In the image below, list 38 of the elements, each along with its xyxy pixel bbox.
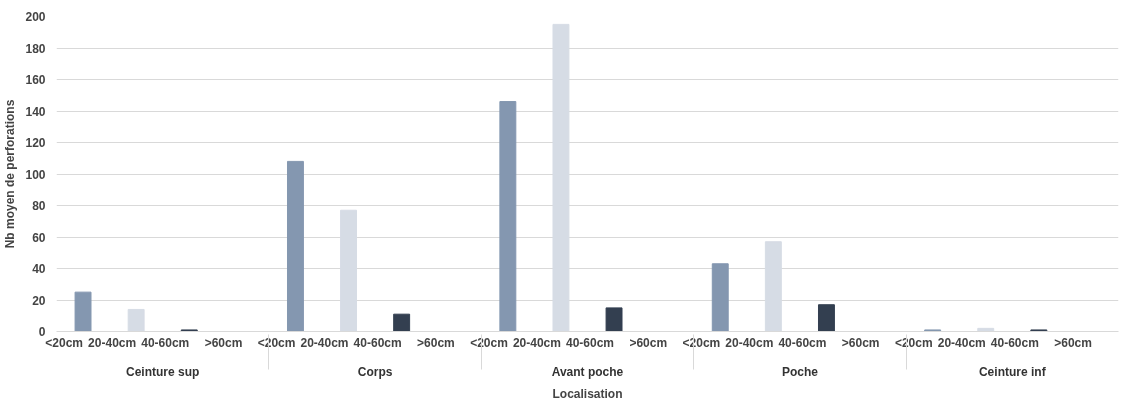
- y-tick-label: 140: [25, 104, 46, 119]
- x-tick-label: Avant poche: [551, 364, 624, 379]
- text: >60cm: [841, 335, 880, 350]
- text: >60cm: [417, 335, 455, 350]
- y-tick-label: 160: [25, 73, 46, 87]
- text: 40-60cm: [353, 335, 402, 350]
- series-label: 20-40cm: [88, 335, 137, 350]
- y-tick-label: 100: [25, 167, 46, 182]
- text: <20cm: [894, 335, 933, 350]
- text: 20-40cm: [512, 335, 561, 350]
- text: >60cm: [1054, 335, 1092, 350]
- text: 40-60cm: [778, 335, 827, 350]
- y-axis-title: Nb moyen de perforations: [3, 99, 18, 249]
- y-tick-label: 20: [32, 293, 46, 308]
- text: 40-60cm: [990, 335, 1039, 350]
- text: <20cm: [470, 335, 508, 350]
- x-tick-label: Poche: [781, 364, 819, 379]
- x-axis-title: Localisation: [552, 386, 623, 401]
- text: <20cm: [257, 335, 296, 350]
- series-label: <20cm: [45, 335, 84, 350]
- y-tick-label: 80: [32, 199, 46, 213]
- y-tick-label: 180: [25, 41, 46, 56]
- series-label: >60cm: [204, 335, 243, 350]
- series-label: 40-60cm: [141, 335, 190, 350]
- text: >60cm: [629, 335, 668, 350]
- y-tick-label: 120: [25, 136, 46, 150]
- y-tick-label: 40: [32, 262, 46, 276]
- text: 20-40cm: [725, 335, 774, 350]
- text: 20-40cm: [300, 335, 349, 350]
- x-tick-label: Ceinture sup: [126, 364, 200, 379]
- text: 40-60cm: [566, 335, 615, 350]
- x-tick-label: Ceinture inf: [978, 364, 1047, 379]
- text: 20-40cm: [937, 335, 986, 350]
- y-tick-label: 0: [38, 325, 46, 339]
- text: <20cm: [682, 335, 721, 350]
- y-tick-label: 200: [25, 10, 46, 24]
- y-tick-label: 60: [32, 230, 46, 245]
- x-tick-label: Corps: [357, 364, 393, 379]
